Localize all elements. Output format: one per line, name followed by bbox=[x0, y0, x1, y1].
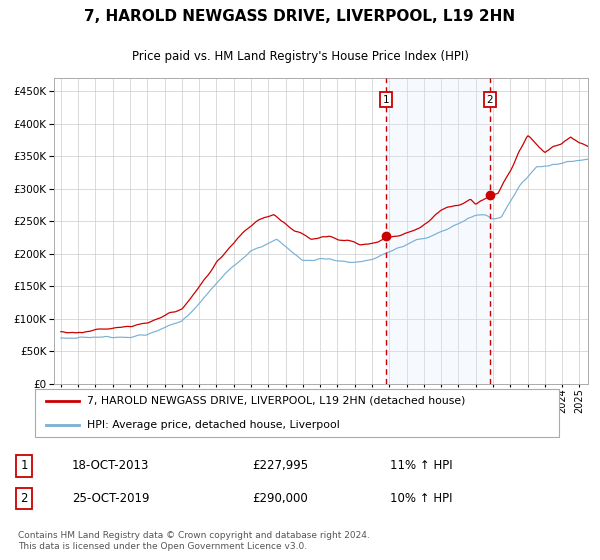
Text: 2: 2 bbox=[487, 95, 493, 105]
Text: 25-OCT-2019: 25-OCT-2019 bbox=[72, 492, 149, 505]
Text: Contains HM Land Registry data © Crown copyright and database right 2024.
This d: Contains HM Land Registry data © Crown c… bbox=[18, 531, 370, 550]
Text: 1: 1 bbox=[20, 459, 28, 473]
Text: 18-OCT-2013: 18-OCT-2013 bbox=[72, 459, 149, 473]
Text: 7, HAROLD NEWGASS DRIVE, LIVERPOOL, L19 2HN (detached house): 7, HAROLD NEWGASS DRIVE, LIVERPOOL, L19 … bbox=[86, 396, 465, 406]
Text: 7, HAROLD NEWGASS DRIVE, LIVERPOOL, L19 2HN: 7, HAROLD NEWGASS DRIVE, LIVERPOOL, L19 … bbox=[85, 9, 515, 24]
Text: HPI: Average price, detached house, Liverpool: HPI: Average price, detached house, Live… bbox=[86, 419, 340, 430]
Bar bbox=[386, 78, 490, 384]
Text: 2: 2 bbox=[20, 492, 28, 505]
Text: 1: 1 bbox=[382, 95, 389, 105]
Text: Price paid vs. HM Land Registry's House Price Index (HPI): Price paid vs. HM Land Registry's House … bbox=[131, 50, 469, 63]
FancyBboxPatch shape bbox=[35, 389, 559, 437]
Text: £227,995: £227,995 bbox=[252, 459, 308, 473]
Text: 11% ↑ HPI: 11% ↑ HPI bbox=[390, 459, 452, 473]
Text: 10% ↑ HPI: 10% ↑ HPI bbox=[390, 492, 452, 505]
Text: £290,000: £290,000 bbox=[252, 492, 308, 505]
